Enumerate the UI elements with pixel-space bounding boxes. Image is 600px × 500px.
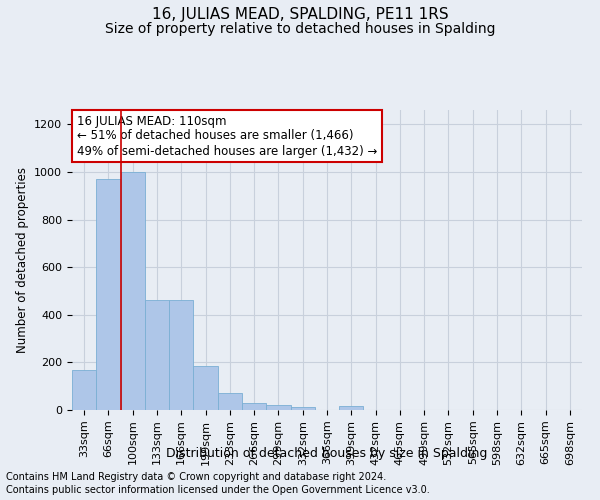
Text: 16 JULIAS MEAD: 110sqm
← 51% of detached houses are smaller (1,466)
49% of semi-: 16 JULIAS MEAD: 110sqm ← 51% of detached… [77, 114, 377, 158]
Text: Contains HM Land Registry data © Crown copyright and database right 2024.: Contains HM Land Registry data © Crown c… [6, 472, 386, 482]
Y-axis label: Number of detached properties: Number of detached properties [16, 167, 29, 353]
Bar [121, 172, 145, 410]
Bar [169, 300, 193, 410]
Bar [193, 366, 218, 410]
Bar [290, 407, 315, 410]
Bar [266, 405, 290, 410]
Text: Size of property relative to detached houses in Spalding: Size of property relative to detached ho… [105, 22, 495, 36]
Bar [72, 370, 96, 410]
Bar [145, 300, 169, 410]
Text: Distribution of detached houses by size in Spalding: Distribution of detached houses by size … [166, 448, 488, 460]
Text: Contains public sector information licensed under the Open Government Licence v3: Contains public sector information licen… [6, 485, 430, 495]
Bar [218, 393, 242, 410]
Bar [96, 179, 121, 410]
Text: 16, JULIAS MEAD, SPALDING, PE11 1RS: 16, JULIAS MEAD, SPALDING, PE11 1RS [152, 8, 448, 22]
Bar [339, 406, 364, 410]
Bar [242, 404, 266, 410]
